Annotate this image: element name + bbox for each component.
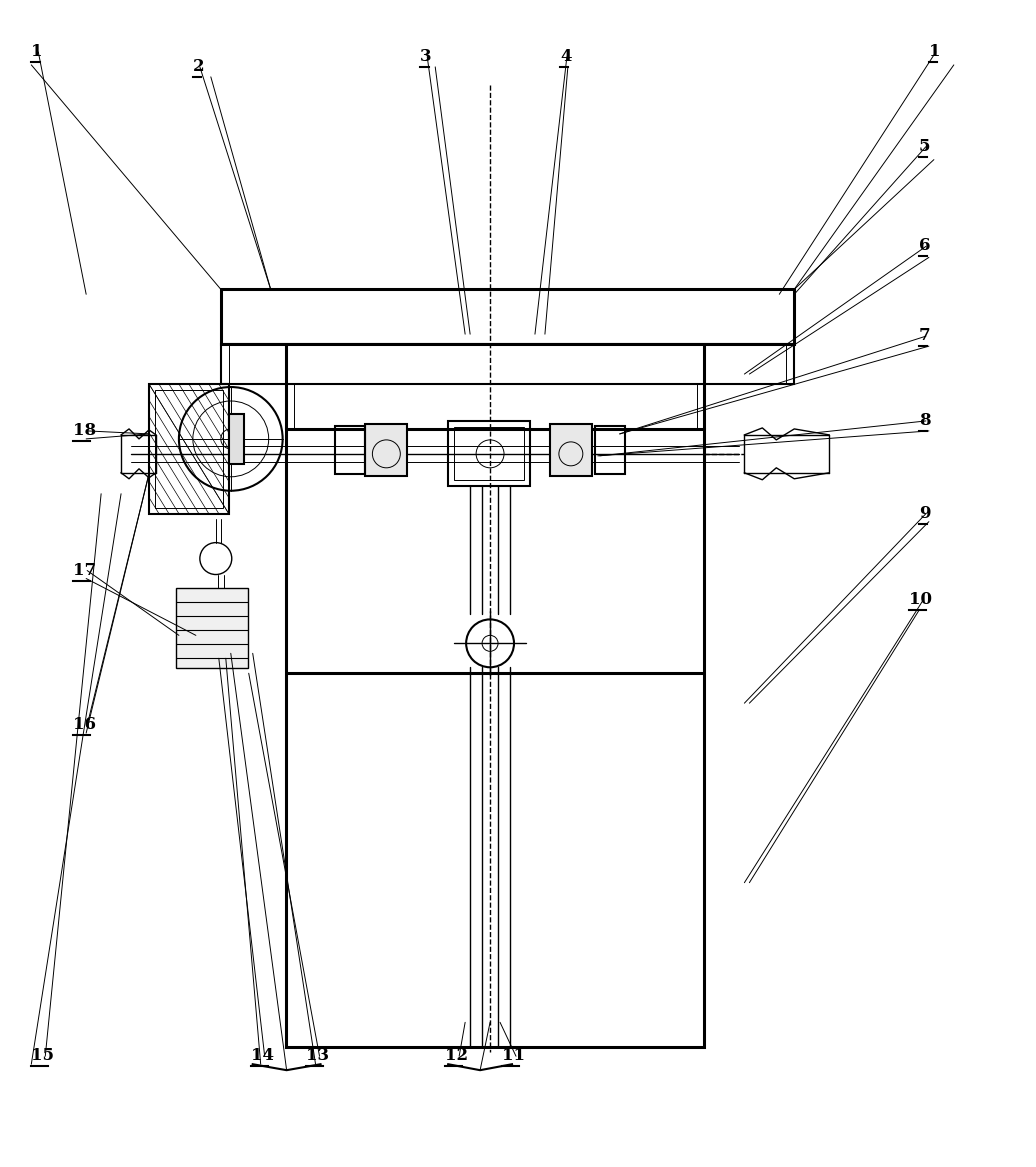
Text: 2: 2 [193,58,204,75]
Text: 9: 9 [919,504,930,522]
Text: 13: 13 [306,1047,328,1064]
Bar [229,414,243,463]
Bar [155,390,223,508]
Text: 6: 6 [919,237,930,254]
Text: 17: 17 [74,561,96,579]
Bar [454,427,524,480]
Text: 7: 7 [919,327,930,344]
Text: 8: 8 [919,412,930,429]
Text: 1: 1 [31,43,42,60]
Text: 4: 4 [559,48,572,65]
Bar [336,426,366,474]
Bar [286,429,704,1047]
Text: 11: 11 [502,1047,525,1064]
Bar [449,421,530,485]
Bar [149,384,229,513]
Text: 16: 16 [74,717,96,733]
Text: 1: 1 [929,43,941,60]
Bar [366,424,407,476]
Bar [176,588,248,669]
Text: 12: 12 [445,1047,468,1064]
Bar [221,289,795,344]
Bar [595,426,625,474]
Bar [221,344,795,384]
Text: 14: 14 [251,1047,274,1064]
Text: 10: 10 [909,592,932,608]
Text: 15: 15 [31,1047,54,1064]
Bar [550,424,592,476]
Text: 18: 18 [74,422,96,439]
Text: 5: 5 [919,138,930,155]
Text: 3: 3 [421,48,432,65]
